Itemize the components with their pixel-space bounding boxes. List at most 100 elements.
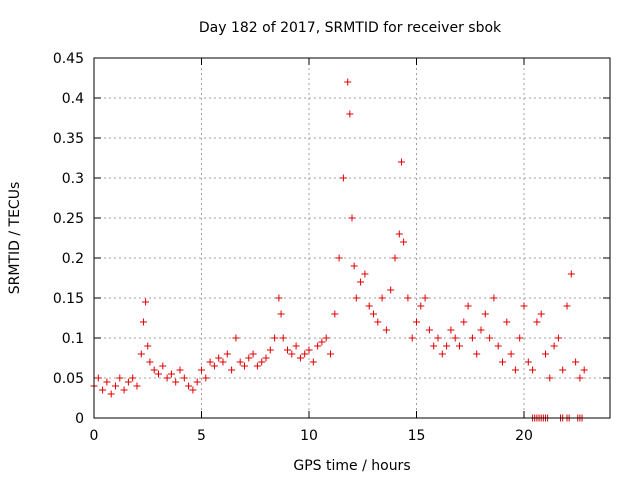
data-point (434, 334, 442, 342)
data-point (346, 110, 354, 118)
data-point (352, 294, 360, 302)
data-point (189, 386, 197, 394)
data-point (167, 370, 175, 378)
data-point (468, 334, 476, 342)
data-point (473, 350, 481, 358)
data-point (210, 362, 218, 370)
data-point (542, 350, 549, 358)
data-point (529, 366, 537, 374)
data-point (456, 342, 463, 350)
data-point (397, 158, 405, 166)
data-point (120, 386, 128, 394)
data-point (559, 366, 567, 374)
data-point (155, 370, 162, 378)
data-point (202, 374, 210, 382)
data-point (144, 342, 152, 350)
data-point (288, 350, 296, 358)
data-point (357, 278, 365, 286)
data-point (249, 350, 257, 358)
data-point (477, 326, 485, 334)
data-point (193, 378, 201, 386)
chart-title: Day 182 of 2017, SRMTID for receiver sbo… (199, 20, 502, 36)
data-point (533, 318, 541, 326)
y-tick-label: 0.25 (53, 211, 84, 227)
data-point (361, 270, 369, 278)
axis-ticks: 0 0.05 0.1 0.15 0.2 0.25 0.3 0.35 0.4 0.45 0 5 10 15 2… (53, 51, 610, 444)
data-point (395, 230, 403, 238)
data-point (370, 310, 377, 318)
y-tick-label: 0 (75, 411, 84, 427)
data-point (99, 386, 107, 394)
data-point (404, 294, 412, 302)
data-point (258, 358, 266, 366)
plot-frame (93, 57, 611, 419)
data-point (572, 358, 580, 366)
data-point (400, 238, 408, 246)
data-point (150, 366, 158, 374)
data-point (228, 366, 236, 374)
data-point (516, 334, 524, 342)
data-point (481, 310, 489, 318)
x-tick-label: 15 (408, 428, 426, 444)
data-point (232, 334, 240, 342)
data-point (382, 326, 390, 334)
data-point (271, 334, 279, 342)
data-point (112, 382, 119, 390)
data-point (520, 302, 528, 310)
data-point (314, 342, 322, 350)
data-point (198, 366, 205, 374)
data-point (511, 366, 519, 374)
data-point (447, 326, 455, 334)
data-point (490, 294, 498, 302)
data-point (425, 326, 433, 334)
y-tick-label: 0.1 (62, 331, 84, 347)
data-point (421, 294, 429, 302)
data-point (331, 310, 339, 318)
data-point (236, 358, 244, 366)
data-point (413, 318, 420, 326)
data-point (344, 78, 352, 86)
data-point (309, 358, 317, 366)
data-point (185, 382, 193, 390)
x-tick-label: 10 (300, 428, 318, 444)
data-point (180, 374, 188, 382)
data-point (253, 362, 261, 370)
data-point (374, 318, 382, 326)
y-tick-label: 0.15 (53, 291, 84, 307)
data-point (284, 346, 291, 354)
data-point (292, 342, 300, 350)
data-point (378, 294, 386, 302)
data-point (335, 254, 343, 262)
data-point (146, 358, 154, 366)
data-point (580, 366, 588, 374)
data-point (176, 366, 184, 374)
data-point (464, 302, 472, 310)
data-point (451, 334, 459, 342)
y-tick-label: 0.45 (53, 51, 84, 67)
y-tick-label: 0.4 (62, 91, 84, 107)
data-point (417, 302, 425, 310)
data-point (124, 378, 132, 386)
data-point (546, 374, 554, 382)
y-tick-label: 0.05 (53, 371, 84, 387)
data-point (116, 374, 124, 382)
data-point (503, 318, 511, 326)
data-point (129, 374, 137, 382)
data-point (430, 342, 438, 350)
data-point (438, 350, 446, 358)
data-point (387, 286, 395, 294)
data-point (206, 358, 214, 366)
data-point (537, 310, 545, 318)
data-point (301, 350, 309, 358)
data-points (90, 78, 588, 422)
data-point (163, 374, 171, 382)
data-point (567, 270, 575, 278)
data-point (576, 374, 584, 382)
data-point (142, 298, 150, 306)
data-point (262, 354, 270, 362)
data-point (348, 214, 356, 222)
data-point (275, 294, 283, 302)
x-tick-label: 20 (515, 428, 533, 444)
data-point (215, 354, 223, 362)
